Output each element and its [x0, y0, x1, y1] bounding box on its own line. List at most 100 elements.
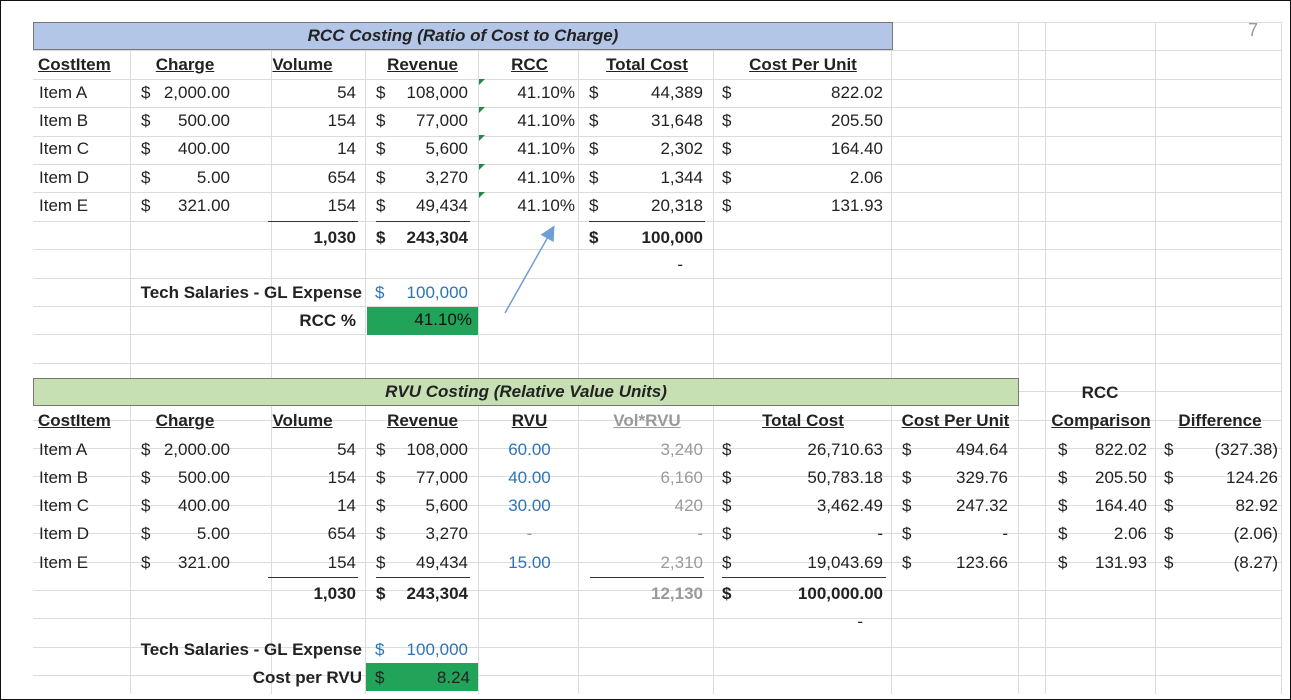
rcc-total-cost-cur: $	[589, 228, 599, 247]
rvu-row-difference-cur: $	[1164, 524, 1174, 543]
rvu-dash: -	[857, 612, 863, 631]
rcc-row-rcc: 41.10%	[517, 83, 575, 102]
rvu-total-volrvu: 12,130	[651, 584, 703, 603]
rcc-row-volume: 14	[337, 139, 356, 158]
rcc-row-total: 20,318	[651, 196, 703, 215]
rcc-row-item: Item E	[39, 196, 89, 215]
rvu-row-rvu: 30.00	[508, 496, 551, 515]
rvu-row-volume: 154	[327, 468, 356, 487]
rcc-row-revenue-cur: $	[376, 83, 386, 102]
rcc-row-cpu: 205.50	[831, 111, 883, 130]
rcc-row-revenue: 3,270	[425, 168, 468, 187]
rcc-header-cpu: Cost Per Unit	[749, 55, 857, 74]
rcc-row-cpu-cur: $	[722, 196, 732, 215]
rcc-row-total: 31,648	[651, 111, 703, 130]
rvu-row-comparison: 131.93	[1095, 553, 1147, 572]
rcc-row-charge: 5.00	[196, 168, 230, 187]
rvu-row-total: 3,462.49	[816, 496, 883, 515]
rvu-total-revenue-cur: $	[376, 584, 386, 603]
rcc-row-revenue: 77,000	[416, 111, 468, 130]
rvu-row-comparison-cur: $	[1058, 553, 1068, 572]
rvu-row-item: Item E	[39, 553, 89, 572]
rcc-row-charge: 321.00	[178, 196, 230, 215]
rvu-row-charge: 5.00	[196, 524, 230, 543]
rcc-expense-cur: $	[375, 283, 385, 302]
rcc-row-total-cur: $	[589, 83, 599, 102]
rvu-cpr-cur: $	[375, 668, 385, 687]
rcc-row-total: 2,302	[660, 139, 703, 158]
formula-indicator-icon	[479, 192, 485, 198]
rvu-row-revenue-cur: $	[376, 496, 386, 515]
rcc-expense-value: 100,000	[406, 283, 468, 302]
rvu-row-volume: 154	[327, 553, 356, 572]
rvu-row-difference-cur: $	[1164, 553, 1174, 572]
rvu-row-cpu-cur: $	[902, 468, 912, 487]
rvu-row-volrvu: 3,240	[660, 440, 703, 459]
page-number: 7	[1248, 20, 1259, 40]
rvu-row-charge-cur: $	[141, 440, 151, 459]
rvu-total-cost-cur: $	[722, 584, 732, 603]
rvu-expense-value: 100,000	[406, 640, 468, 659]
rvu-row-item: Item B	[39, 468, 89, 487]
rvu-banner: RVU Costing (Relative Value Units)	[33, 378, 1019, 406]
rvu-row-difference: 124.26	[1226, 468, 1278, 487]
rcc-row-revenue: 49,434	[416, 196, 468, 215]
rcc-row-cpu-cur: $	[722, 111, 732, 130]
rvu-row-cpu: 329.76	[956, 468, 1008, 487]
rcc-percent-value: 41.10%	[367, 307, 478, 335]
rcc-header-total: Total Cost	[606, 55, 688, 74]
rvu-header-item: CostItem	[38, 411, 111, 430]
rvu-header-cpu: Cost Per Unit	[901, 411, 1010, 430]
rvu-row-comparison: 822.02	[1095, 440, 1147, 459]
rvu-expense-label: Tech Salaries - GL Expense	[140, 640, 362, 659]
rcc-row-total-cur: $	[589, 139, 599, 158]
rvu-row-charge: 500.00	[178, 468, 230, 487]
rcc-row-charge-cur: $	[141, 83, 151, 102]
rvu-row-cpu: 494.64	[956, 440, 1008, 459]
rvu-row-rvu: 60.00	[508, 440, 551, 459]
rvu-row-charge: 321.00	[178, 553, 230, 572]
rvu-header-revenue: Revenue	[387, 411, 458, 430]
rvu-row-total-cur: $	[722, 524, 732, 543]
rcc-row-item: Item B	[39, 111, 89, 130]
rvu-header-total: Total Cost	[762, 411, 844, 430]
rvu-row-comparison: 205.50	[1095, 468, 1147, 487]
rvu-header-charge: Charge	[155, 411, 215, 430]
rvu-row-total-cur: $	[722, 496, 732, 515]
rcc-percent-label: RCC %	[299, 311, 356, 330]
rcc-revenue-sum-line	[376, 221, 470, 222]
rvu-row-cpu-cur: $	[902, 524, 912, 543]
rvu-row-volume: 14	[337, 496, 356, 515]
rvu-row-volume: 654	[327, 524, 356, 543]
rvu-header-rvu: RVU	[511, 411, 548, 430]
rvu-cpr-value: 8.24	[436, 668, 470, 687]
rvu-row-rvu: -	[526, 524, 533, 543]
rcc-row-total-cur: $	[589, 196, 599, 215]
rcc-row-revenue-cur: $	[376, 111, 386, 130]
rcc-row-revenue: 5,600	[425, 139, 468, 158]
rcc-total-revenue: 243,304	[406, 228, 468, 247]
rcc-volume-sum-line	[268, 221, 358, 222]
rvu-header-difference: Difference	[1178, 411, 1262, 430]
rvu-row-comparison-cur: $	[1058, 524, 1068, 543]
rcc-row-charge-cur: $	[141, 111, 151, 130]
rvu-total-sum-line	[722, 577, 886, 578]
rvu-row-total: -	[877, 524, 883, 543]
rcc-row-volume: 154	[327, 111, 356, 130]
rvu-row-charge: 2,000.00	[163, 440, 230, 459]
rvu-row-revenue: 77,000	[416, 468, 468, 487]
rvu-row-difference: (8.27)	[1233, 553, 1278, 572]
rvu-row-cpu: -	[1002, 524, 1008, 543]
rcc-row-revenue-cur: $	[376, 168, 386, 187]
rvu-row-volrvu: 2,310	[660, 553, 703, 572]
rvu-row-cpu: 123.66	[956, 553, 1008, 572]
rcc-row-charge-cur: $	[141, 196, 151, 215]
rcc-row-rcc: 41.10%	[517, 168, 575, 187]
rcc-header-item: CostItem	[38, 55, 111, 74]
rcc-row-item: Item A	[39, 83, 88, 102]
rvu-total-cost: 100,000.00	[797, 584, 883, 603]
rvu-row-rvu: 40.00	[508, 468, 551, 487]
rvu-row-item: Item D	[39, 524, 90, 543]
rvu-volrvu-sum-line	[590, 577, 704, 578]
rvu-row-cpu-cur: $	[902, 440, 912, 459]
